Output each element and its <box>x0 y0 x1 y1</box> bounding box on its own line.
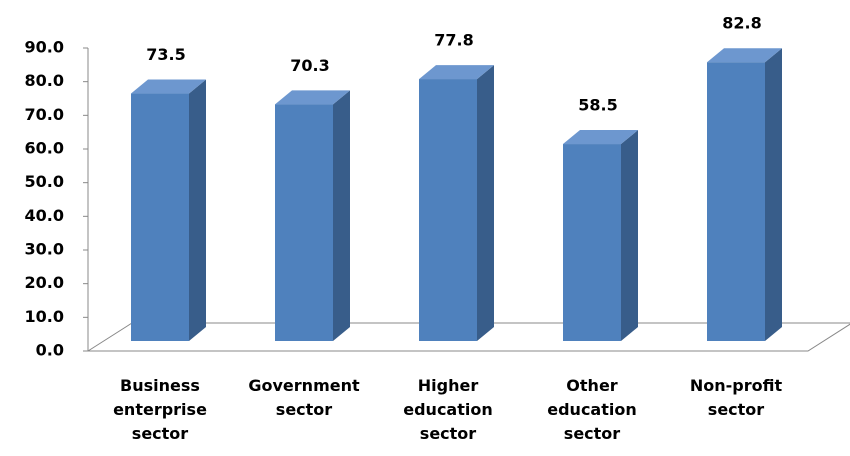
bar-side <box>765 48 782 342</box>
data-label: 77.8 <box>434 31 473 50</box>
data-label: 82.8 <box>722 14 761 33</box>
x-tick-label: Government sector <box>248 376 360 419</box>
y-tick-label: 0.0 <box>36 341 64 360</box>
bar-side <box>621 130 638 341</box>
bar-top <box>419 65 494 80</box>
data-label: 73.5 <box>146 45 185 64</box>
y-tick-label: 70.0 <box>25 105 64 124</box>
x-tick-label: Higher education sector <box>403 376 493 443</box>
y-tick-label: 50.0 <box>25 172 64 191</box>
bar <box>275 104 333 341</box>
y-tick-label: 10.0 <box>25 307 64 326</box>
floor <box>86 322 850 352</box>
data-label: 58.5 <box>578 96 617 115</box>
y-tick-label: 30.0 <box>25 240 64 259</box>
x-tick-label: Business enterprise sector <box>113 376 207 443</box>
y-tick-label: 40.0 <box>25 206 64 225</box>
bar-side <box>477 65 494 341</box>
bar <box>563 144 621 341</box>
bar-top <box>275 90 350 105</box>
bar-top <box>563 130 638 145</box>
bar <box>419 79 477 341</box>
bar-side <box>333 90 350 341</box>
bar <box>131 93 189 341</box>
y-tick-label: 60.0 <box>25 139 64 158</box>
x-tick-label: Non-profit sector <box>689 376 783 419</box>
y-tick-label: 90.0 <box>25 38 64 57</box>
bar <box>707 62 765 342</box>
bar-top <box>131 79 206 94</box>
y-tick-label: 20.0 <box>25 273 64 292</box>
y-tick-label: 80.0 <box>25 71 64 90</box>
data-label: 70.3 <box>290 56 329 75</box>
bar-top <box>707 48 782 63</box>
x-tick-label: Other education sector <box>547 376 637 443</box>
bar-side <box>189 79 206 342</box>
